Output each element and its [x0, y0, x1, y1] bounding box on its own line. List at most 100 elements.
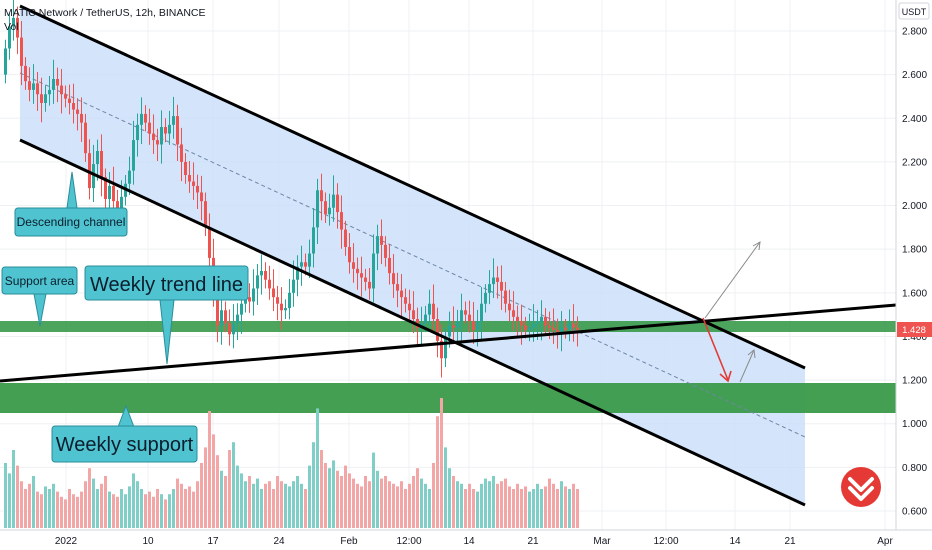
volume-bar	[192, 491, 195, 528]
candle-body	[428, 303, 431, 315]
volume-bar	[324, 463, 327, 528]
candle-body	[144, 113, 147, 123]
candle-body	[344, 229, 347, 247]
volume-bar	[508, 486, 511, 528]
candle-body	[440, 340, 443, 359]
price-tick-label: 2.200	[902, 157, 927, 168]
candle-body	[152, 133, 155, 141]
volume-bar	[348, 473, 351, 528]
candle-body	[468, 314, 471, 322]
time-axis[interactable]: 2022 10 17 24 Feb 12:00 14 21 Mar 12:00 14 21 Apr	[0, 529, 932, 550]
volume-bar	[164, 499, 167, 528]
time-axis-bg	[0, 530, 932, 550]
time-tick-label: 21	[784, 536, 796, 547]
price-axis-bg	[896, 0, 932, 530]
volume-bar	[200, 463, 203, 528]
candle-body	[68, 98, 71, 103]
volume-legend: Vol	[4, 21, 19, 33]
time-tick-label: 12:00	[396, 536, 421, 547]
candle-body	[388, 257, 391, 274]
candle-body	[332, 194, 335, 208]
candle-body	[120, 196, 123, 210]
volume-bar	[464, 489, 467, 528]
candle-body	[264, 271, 267, 280]
candle-body	[520, 321, 523, 326]
candle-body	[168, 124, 171, 134]
volume-bar	[552, 483, 555, 528]
volume-bar	[284, 483, 287, 528]
volume-bar	[8, 473, 11, 528]
price-axis[interactable]: USDT 0.600 0.800 1.000 1.200 1.400 1.600 1.800…	[895, 0, 932, 530]
volume-bar	[208, 411, 211, 528]
volume-bar	[548, 478, 551, 528]
candle-body	[28, 81, 31, 90]
volume-bar	[292, 481, 295, 528]
volume-bar	[560, 481, 563, 528]
candle-body	[104, 177, 107, 199]
candle-body	[304, 262, 307, 267]
volume-bar	[480, 483, 483, 528]
candle-body	[240, 303, 243, 315]
volume-bar	[148, 491, 151, 528]
projection-up-line	[704, 241, 761, 319]
volume-bar	[468, 483, 471, 528]
volume-bar	[140, 489, 143, 528]
weekly-support-band	[0, 383, 896, 413]
volume-bar	[132, 473, 135, 528]
time-tick-label: 21	[527, 536, 539, 547]
weekly-support-callout: Weekly support	[51, 404, 198, 463]
volume-bar	[496, 483, 499, 528]
volume-bar	[404, 489, 407, 528]
volume-bar	[300, 483, 303, 528]
weekly-trend-line	[0, 303, 897, 383]
candle-body	[484, 292, 487, 304]
candle-body	[352, 262, 355, 269]
current-price-label: 1.428	[902, 325, 926, 336]
volume-bar	[304, 489, 307, 528]
candle-body	[348, 247, 351, 263]
down-arrow-circle-icon	[841, 467, 881, 507]
candle-body	[216, 292, 219, 326]
volume-bar	[512, 489, 515, 528]
candle-body	[12, 17, 15, 27]
candle-body	[284, 308, 287, 311]
candle-body	[492, 277, 495, 285]
candle-body	[536, 321, 539, 324]
volume-bar	[240, 473, 243, 528]
symbol-title: MATIC Network / TetherUS, 12h, BINANCE	[4, 7, 206, 19]
candle-body	[280, 303, 283, 311]
candle-body	[364, 277, 367, 282]
volume-bar	[380, 478, 383, 528]
candle-body	[312, 227, 315, 254]
volume-bar	[488, 481, 491, 528]
support-area-callout: Support area	[1, 266, 78, 327]
volume-bar	[60, 496, 63, 528]
candle-body	[524, 325, 527, 330]
candle-body	[112, 185, 115, 202]
weekly-support-label: Weekly support	[56, 434, 194, 456]
candle-body	[84, 122, 87, 154]
volume-bar	[20, 481, 23, 528]
candle-body	[300, 262, 303, 267]
volume-bar	[440, 398, 443, 528]
candle-body	[560, 327, 563, 333]
volume-bar	[52, 483, 55, 528]
price-tick-label: 2.000	[902, 201, 927, 212]
volume-bar	[332, 460, 335, 528]
volume-bar	[40, 494, 43, 528]
volume-bar	[12, 450, 15, 528]
candle-body	[488, 284, 491, 293]
time-tick-label: 14	[463, 536, 475, 547]
candle-body	[576, 327, 579, 330]
price-tick-label: 0.600	[902, 507, 927, 518]
volume-bar	[156, 489, 159, 528]
candle-body	[444, 336, 447, 359]
price-tick-label: 1.400	[902, 332, 927, 343]
volume-bar	[312, 442, 315, 528]
volume-bar	[424, 483, 427, 528]
candle-body	[148, 122, 151, 134]
volume-bar	[368, 481, 371, 528]
candle-body	[448, 325, 451, 337]
volume-bar	[504, 478, 507, 528]
